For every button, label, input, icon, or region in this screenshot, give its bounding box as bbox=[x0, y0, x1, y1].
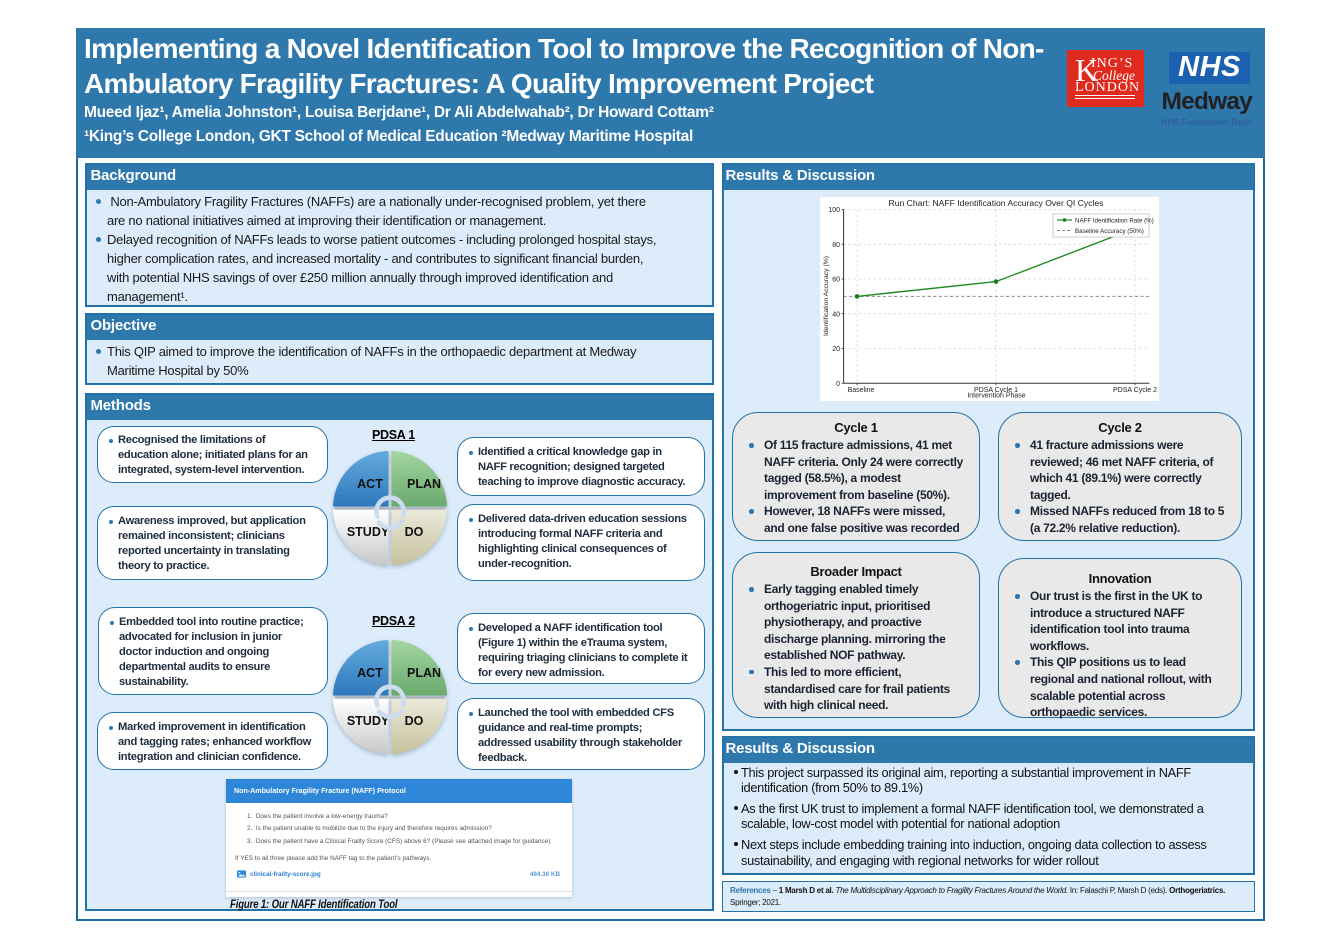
svg-text:DO: DO bbox=[405, 714, 424, 728]
svg-text:60: 60 bbox=[832, 277, 840, 284]
svg-text:Run Chart: NAFF Identification: Run Chart: NAFF Identification Accuracy … bbox=[889, 198, 1104, 208]
svg-text:Baseline: Baseline bbox=[848, 387, 875, 394]
svg-text:Baseline Accuracy (50%): Baseline Accuracy (50%) bbox=[1075, 228, 1144, 235]
svg-text:80: 80 bbox=[832, 242, 840, 249]
svg-text:DO: DO bbox=[405, 525, 424, 539]
svg-text:PLAN: PLAN bbox=[407, 666, 441, 680]
svg-text:STUDY: STUDY bbox=[347, 525, 390, 539]
svg-text:Intervention Phase: Intervention Phase bbox=[967, 393, 1025, 400]
svg-text:Identification Accuracy (%): Identification Accuracy (%) bbox=[823, 256, 830, 336]
svg-text:40: 40 bbox=[832, 311, 840, 318]
svg-text:ACT: ACT bbox=[357, 666, 383, 680]
svg-text:100: 100 bbox=[828, 207, 840, 214]
svg-text:20: 20 bbox=[832, 346, 840, 353]
svg-text:PLAN: PLAN bbox=[407, 477, 441, 491]
svg-text:PDSA Cycle 1: PDSA Cycle 1 bbox=[974, 387, 1018, 394]
svg-text:0: 0 bbox=[836, 381, 840, 388]
svg-text:PDSA Cycle 2: PDSA Cycle 2 bbox=[1113, 387, 1157, 394]
svg-text:STUDY: STUDY bbox=[347, 714, 390, 728]
svg-text:NAFF Identification Rate (%): NAFF Identification Rate (%) bbox=[1075, 217, 1154, 224]
svg-text:ACT: ACT bbox=[357, 477, 383, 491]
